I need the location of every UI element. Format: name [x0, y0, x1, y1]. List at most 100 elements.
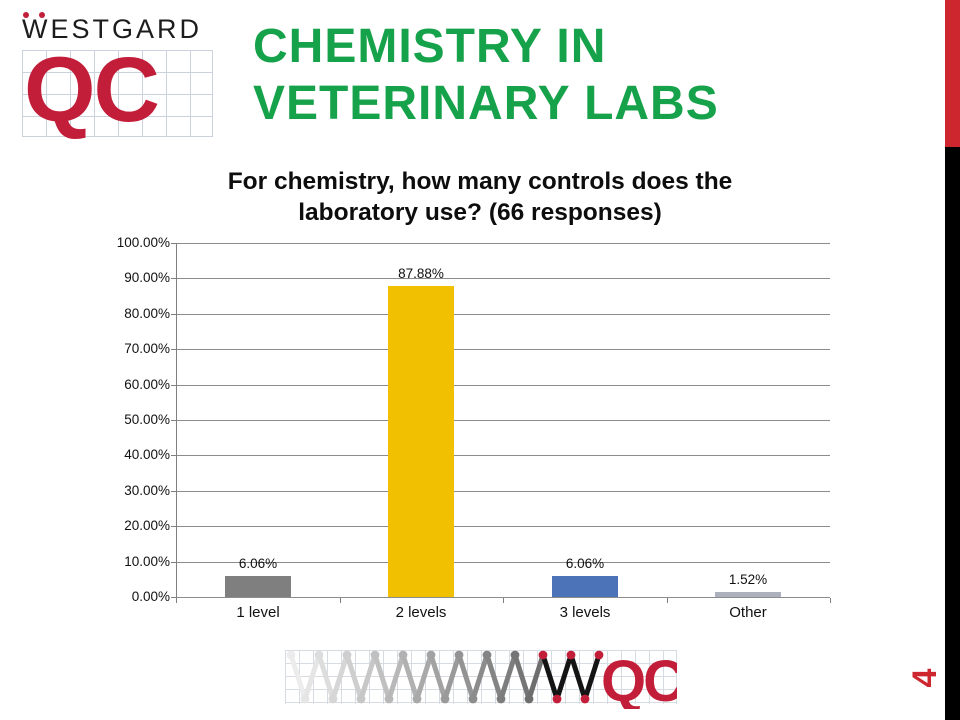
- x-axis-tick: [340, 598, 341, 603]
- footer-qc-text: QC: [601, 649, 677, 709]
- zigzag-segment: [344, 654, 364, 700]
- y-axis-tick: [171, 526, 176, 527]
- sidebar-accent-red: [945, 0, 960, 147]
- zigzag-gray-dot: [482, 650, 492, 660]
- zigzag-gray-dot: [454, 650, 464, 660]
- y-axis-tick: [171, 314, 176, 315]
- y-tick-label: 30.00%: [124, 483, 170, 498]
- bar-value-label: 6.06%: [238, 556, 278, 571]
- zigzag-segment: [330, 654, 350, 700]
- x-axis-tick: [176, 598, 177, 603]
- y-axis-tick: [171, 278, 176, 279]
- gridline: [176, 491, 830, 492]
- gridline: [176, 420, 830, 421]
- bar-value-label: 6.06%: [565, 556, 605, 571]
- zigzag-gray-dot: [328, 694, 338, 704]
- qc-logo-text: QC: [24, 39, 160, 141]
- x-axis-tick: [503, 598, 504, 603]
- zigzag-segment: [316, 654, 336, 700]
- zigzag-gray-dot: [300, 694, 310, 704]
- gridline: [176, 526, 830, 527]
- gridline: [176, 562, 830, 563]
- zigzag-gray-dot: [314, 650, 324, 660]
- gridline: [176, 243, 830, 244]
- zigzag-gray-dot: [510, 650, 520, 660]
- zigzag-logo-icon: QC: [286, 649, 677, 709]
- sidebar-black-band: [945, 147, 960, 720]
- zigzag-segment: [582, 654, 602, 700]
- slide-page-number: 4: [906, 668, 944, 688]
- zigzag-gray-dot: [342, 650, 352, 660]
- y-axis-line: [176, 243, 177, 597]
- zigzag-gray-dot: [440, 694, 450, 704]
- y-tick-label: 40.00%: [124, 447, 170, 462]
- slide-title: CHEMISTRY IN VETERINARY LABS: [253, 20, 719, 130]
- gridline: [176, 455, 830, 456]
- gridline: [176, 385, 830, 386]
- y-axis-tick: [171, 243, 176, 244]
- x-tick-label: 2 levels: [395, 604, 447, 621]
- zigzag-gray-dot: [384, 694, 394, 704]
- zigzag-gray-dot: [496, 694, 506, 704]
- y-axis-tick: [171, 562, 176, 563]
- y-axis-tick: [171, 385, 176, 386]
- zigzag-segment: [428, 654, 448, 700]
- chart-title-line1: For chemistry, how many controls does th…: [227, 168, 733, 195]
- bar-value-label: 1.52%: [728, 572, 768, 587]
- zigzag-red-dot: [580, 694, 590, 704]
- y-axis-tick: [171, 491, 176, 492]
- gridline: [176, 597, 830, 598]
- brand-wordmark-text: WESTGARD: [22, 14, 203, 44]
- zigzag-red-dot: [538, 650, 548, 660]
- y-tick-label: 90.00%: [124, 270, 170, 285]
- zigzag-red-dot: [594, 650, 604, 660]
- zigzag-gray-dot: [468, 694, 478, 704]
- x-tick-label: Other: [729, 604, 767, 621]
- y-tick-label: 10.00%: [124, 554, 170, 569]
- zigzag-segment: [400, 654, 420, 700]
- y-tick-label: 50.00%: [124, 412, 170, 427]
- zigzag-segment: [554, 654, 574, 700]
- chart-title-line2: laboratory use? (66 responses): [298, 199, 662, 226]
- zigzag-red-dot: [566, 650, 576, 660]
- x-axis-tick: [667, 598, 668, 603]
- zigzag-segment: [358, 654, 378, 700]
- y-tick-label: 60.00%: [124, 377, 170, 392]
- x-tick-label: 3 levels: [559, 604, 611, 621]
- bar-Other: [715, 592, 781, 597]
- y-axis-tick: [171, 597, 176, 598]
- brand-wordmark: WESTGARD: [22, 12, 214, 45]
- gridline: [176, 278, 830, 279]
- zigzag-segment: [540, 654, 560, 700]
- y-tick-label: 80.00%: [124, 306, 170, 321]
- zigzag-segment: [302, 654, 322, 700]
- y-axis-tick: [171, 349, 176, 350]
- y-tick-label: 100.00%: [116, 235, 170, 250]
- zigzag-segment: [484, 654, 504, 700]
- x-axis-tick: [830, 598, 831, 603]
- zigzag-gray-dot: [370, 650, 380, 660]
- bar-value-label: 87.88%: [398, 266, 444, 281]
- zigzag-gray-dot: [426, 650, 436, 660]
- zigzag-segment: [386, 654, 406, 700]
- zigzag-gray-dot: [398, 650, 408, 660]
- zigzag-red-dot: [552, 694, 562, 704]
- bar-3-levels: [552, 576, 618, 597]
- zigzag-segment: [456, 654, 476, 700]
- y-axis-tick: [171, 455, 176, 456]
- x-tick-label: 1 level: [236, 604, 280, 621]
- westgard-qc-logo: WESTGARD QC: [22, 12, 214, 141]
- zigzag-segment: [442, 654, 462, 700]
- logo-dot-icon: [39, 12, 45, 18]
- wqc-footer-logo: QC: [285, 645, 677, 709]
- y-axis-tick: [171, 420, 176, 421]
- zigzag-gray-dot: [286, 650, 296, 660]
- zigzag-segment: [568, 654, 588, 700]
- chart-title: For chemistry, how many controls does th…: [95, 166, 865, 228]
- zigzag-segment: [512, 654, 532, 700]
- zigzag-gray-dot: [524, 694, 534, 704]
- zigzag-segment: [498, 654, 518, 700]
- zigzag-gray-dot: [356, 694, 366, 704]
- bar-1-level: [225, 576, 291, 597]
